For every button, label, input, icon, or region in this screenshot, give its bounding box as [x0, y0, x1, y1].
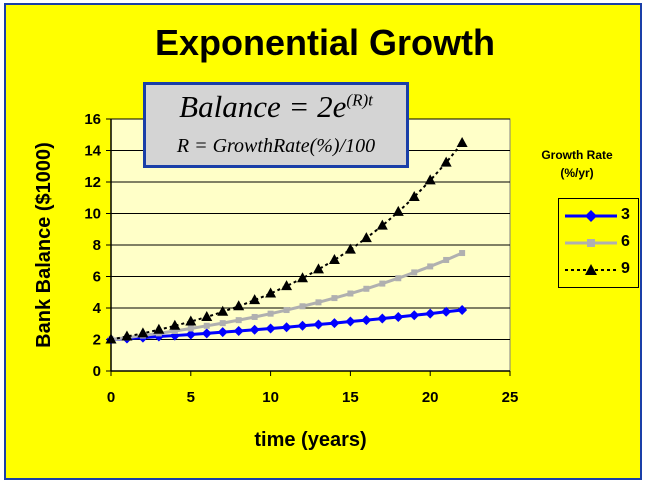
y-tick-label-0: 0 [93, 363, 101, 380]
formula-sub: R = GrowthRate(%)/100 [176, 135, 376, 157]
x-tick-label-0: 0 [107, 389, 115, 406]
point-s3-18 [393, 311, 404, 322]
point-s6-11 [283, 307, 290, 314]
point-s6-12 [299, 303, 306, 310]
point-s9-15 [344, 243, 356, 254]
point-s9-12 [297, 272, 309, 283]
y-tick-label-8: 8 [93, 237, 101, 254]
legend-label-9: 9 [621, 260, 630, 277]
point-s6-22 [459, 250, 466, 257]
legend: 3 6 9 [558, 198, 639, 288]
point-s9-14 [328, 253, 340, 264]
point-s3-12 [297, 320, 308, 331]
point-s9-22 [456, 136, 468, 147]
point-s9-0 [105, 333, 117, 344]
point-s3-7 [217, 327, 228, 338]
point-s9-9 [249, 294, 261, 305]
legend-title: Growth Rate (%/yr) [527, 146, 627, 182]
legend-label-6: 6 [621, 233, 630, 250]
point-s6-6 [203, 322, 210, 329]
y-tick-label-2: 2 [93, 332, 101, 349]
point-s3-22 [457, 305, 468, 316]
point-s9-5 [185, 315, 197, 326]
point-s6-19 [411, 269, 418, 276]
point-s6-4 [171, 327, 178, 334]
x-tick-label-15: 15 [342, 389, 359, 406]
point-s9-18 [392, 205, 404, 216]
point-s9-8 [233, 300, 245, 311]
legend-label-3: 3 [621, 206, 630, 223]
point-s6-20 [427, 263, 434, 270]
formula-main-lhs: Balance = 2e [179, 89, 347, 124]
point-s9-3 [153, 323, 165, 334]
y-tick-label-12: 12 [84, 174, 101, 191]
point-s3-8 [233, 325, 244, 336]
point-s9-13 [312, 263, 324, 274]
legend-item-3: 3 [563, 205, 637, 227]
legend-item-6: 6 [563, 232, 637, 254]
point-s3-16 [361, 315, 372, 326]
point-s9-16 [360, 232, 372, 243]
y-tick-label-14: 14 [84, 143, 101, 160]
point-s6-18 [395, 275, 402, 282]
point-s9-7 [217, 305, 229, 316]
y-tick-label-16: 16 [84, 111, 101, 128]
point-s9-4 [169, 319, 181, 330]
series-line-9 [110, 142, 463, 341]
point-s3-19 [409, 310, 420, 321]
x-tick-label-5: 5 [187, 389, 195, 406]
x-tick-label-25: 25 [502, 389, 519, 406]
point-s6-15 [347, 290, 354, 297]
legend-swatch-6 [565, 239, 617, 247]
point-s3-11 [281, 322, 292, 333]
point-s6-14 [331, 295, 338, 302]
point-s3-21 [441, 306, 452, 317]
formula-box: Balance = 2e(R)t R = GrowthRate(%)/100 [143, 82, 409, 168]
point-s3-13 [313, 319, 324, 330]
point-s6-17 [379, 280, 386, 287]
point-s6-16 [363, 285, 370, 292]
point-s9-10 [265, 287, 277, 298]
formula-exponent: (R)t [346, 90, 373, 110]
y-tick-label-4: 4 [93, 300, 102, 317]
x-tick-label-20: 20 [422, 389, 439, 406]
point-s3-5 [185, 329, 196, 340]
point-s9-2 [137, 327, 149, 338]
point-s6-5 [187, 325, 194, 332]
point-s6-10 [267, 310, 274, 317]
point-s6-21 [443, 256, 450, 263]
point-s9-19 [408, 190, 420, 201]
point-s9-20 [424, 174, 436, 185]
x-tick-label-10: 10 [262, 389, 279, 406]
legend-title-line-1: Growth Rate [541, 148, 613, 162]
legend-swatch-3 [565, 210, 617, 222]
point-s3-6 [201, 328, 212, 339]
point-s6-9 [251, 313, 258, 320]
point-s9-21 [440, 156, 452, 167]
y-tick-label-10: 10 [84, 206, 101, 223]
y-axis-title: Bank Balance ($1000) [33, 142, 55, 348]
point-s3-15 [345, 316, 356, 327]
x-axis-title: time (years) [254, 429, 366, 451]
legend-title-line-2: (%/yr) [560, 166, 594, 180]
point-s3-17 [377, 313, 388, 324]
chart-title: Exponential Growth [154, 22, 495, 63]
point-s9-17 [376, 219, 388, 230]
point-s9-1 [121, 330, 133, 341]
legend-swatch-9 [565, 264, 617, 275]
point-s3-9 [249, 324, 260, 335]
point-s6-13 [315, 299, 322, 306]
point-s9-6 [201, 310, 213, 321]
point-s9-11 [281, 280, 293, 291]
point-s3-20 [425, 308, 436, 319]
legend-item-9: 9 [563, 259, 637, 281]
y-tick-label-6: 6 [93, 269, 101, 286]
point-s6-7 [219, 320, 226, 327]
point-s3-10 [265, 323, 276, 334]
point-s3-14 [329, 318, 340, 329]
point-s6-8 [235, 317, 242, 324]
formula-main: Balance = 2e(R)t [146, 89, 406, 125]
